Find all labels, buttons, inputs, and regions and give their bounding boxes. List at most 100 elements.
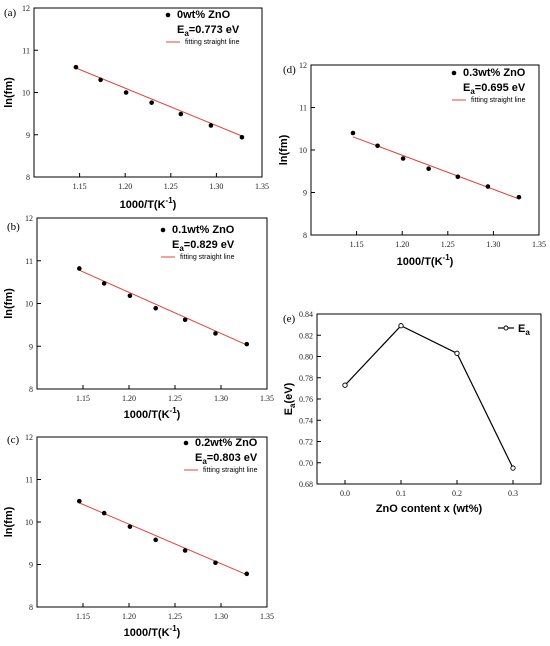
fit-line	[79, 502, 247, 576]
y-tick-label: 0.78	[299, 374, 313, 383]
legend-ea-prefix: E	[195, 452, 202, 464]
legend-ea-prefix: E	[177, 24, 184, 36]
x-tick-label: 0.2	[452, 489, 462, 498]
data-point	[77, 498, 82, 504]
data-point	[244, 341, 250, 347]
y-axis-label-end: (eV)	[283, 382, 295, 403]
legend-marker	[165, 12, 171, 18]
panel-label: (d)	[283, 64, 296, 76]
x-tick-label: 1.30	[214, 612, 228, 621]
y-tick-label: 8	[29, 385, 33, 394]
legend-series-name: 0wt% ZnO	[177, 9, 231, 21]
legend-fit-name: fitting straight line	[185, 39, 240, 46]
x-tick-label: 1.15	[350, 240, 364, 249]
data-point	[127, 524, 133, 529]
y-tick-label: 0.74	[299, 416, 313, 425]
legend-fit-name: fitting straight line	[180, 254, 235, 261]
panel-a: (a) 1.15 1.20 1.25 1.30 1.35 8 9 10 11 12 1000/T(K-…	[3, 4, 269, 211]
x-tick-label: 0.1	[396, 489, 406, 498]
y-tick-label: 12	[22, 4, 30, 13]
x-tick-label: 1.35	[532, 240, 546, 249]
x-axis-label-main: 1000/T(K	[124, 627, 170, 639]
legend-marker	[160, 227, 166, 233]
legend-ea-number: =0.773 eV	[189, 24, 240, 36]
data-point	[510, 465, 516, 471]
x-tick-label: 1.20	[395, 240, 409, 249]
legend-label-sub: a	[525, 328, 530, 337]
x-tick-label: 1.25	[164, 182, 178, 191]
y-axis-label: ln(fm)	[3, 77, 15, 108]
y-tick-label: 10	[22, 89, 30, 98]
y-axis-label: Ea(eV)	[283, 382, 297, 415]
y-tick-label: 0.82	[299, 331, 313, 340]
x-tick-label: 1.25	[441, 240, 455, 249]
panel-d: (d) 1.15 1.20 1.25 1.30 1.35 8 9 10 11 12 1000/T(K-…	[278, 61, 546, 268]
x-axis-label-end: )	[173, 199, 177, 211]
data-point	[454, 350, 460, 356]
data-point	[426, 166, 431, 171]
legend-ea-number: =0.829 eV	[184, 239, 235, 251]
y-axis-label: ln(fm)	[3, 506, 15, 537]
legend-fit-name: fitting straight line	[203, 467, 258, 474]
panel-b: (b) 1.15 1.20 1.25 1.30 1.35 8 9 10 11 12 1000/T(K-…	[3, 214, 274, 421]
data-point	[101, 281, 107, 286]
y-tick-label: 0.80	[299, 353, 313, 362]
x-tick-label: 1.25	[168, 394, 182, 403]
data-point	[375, 143, 380, 149]
data-point	[73, 64, 79, 70]
y-axis-label: ln(fm)	[3, 288, 15, 319]
x-axis-label-end: )	[450, 256, 454, 268]
legend-label-main: E	[518, 323, 525, 335]
legend-ea-sub: a	[184, 29, 189, 38]
y-tick-label: 9	[303, 189, 307, 198]
data-point	[213, 331, 218, 336]
x-axis-label-main: 1000/T(K	[120, 199, 166, 211]
fit-line	[79, 269, 247, 346]
y-tick-label: 11	[299, 104, 307, 113]
data-point	[101, 510, 107, 516]
data-point	[485, 184, 491, 189]
data-point	[77, 266, 82, 271]
data-point	[208, 123, 214, 128]
legend-ea-sub: a	[470, 87, 475, 96]
y-tick-label: 0.72	[299, 438, 313, 447]
panel-e: (e) 0.0 0.1 0.2 0.3 0.68 0.70 0.72 0.74 0.76 0.78 0…	[283, 310, 542, 515]
x-axis-label: 1000/T(K-1)	[397, 253, 454, 268]
legend-ea-number: =0.803 eV	[207, 452, 258, 464]
legend-marker	[183, 440, 189, 446]
x-tick-label: 1.15	[76, 394, 90, 403]
data-point	[239, 134, 245, 140]
x-tick-label: 0.3	[508, 489, 518, 498]
data-point	[398, 323, 404, 329]
x-tick-label: 1.35	[255, 182, 269, 191]
panel-label: (b)	[7, 221, 20, 233]
legend-ea-value: Ea=0.829 eV	[172, 239, 235, 253]
panel-label: (c)	[7, 434, 20, 446]
x-axis-label: 1000/T(K-1)	[124, 406, 181, 421]
y-tick-label: 12	[25, 214, 33, 223]
legend: Ea	[498, 323, 530, 337]
data-point	[153, 537, 158, 543]
data-point	[178, 111, 184, 117]
data-point	[149, 100, 154, 105]
data-point	[516, 194, 522, 200]
panel-label: (e)	[283, 313, 296, 325]
y-tick-label: 8	[29, 603, 33, 612]
data-point	[455, 174, 461, 180]
y-tick-label: 10	[25, 518, 33, 527]
y-axis-label-sub: a	[288, 403, 297, 408]
legend-label: Ea	[518, 323, 530, 337]
x-axis-label-sup: -1	[166, 196, 174, 205]
data-point	[127, 293, 133, 299]
x-axis-label-sup: -1	[170, 624, 178, 633]
data-point	[400, 156, 406, 161]
x-axis-label: 1000/T(K-1)	[120, 196, 177, 211]
legend-ea-value: Ea=0.773 eV	[177, 24, 240, 38]
data-point	[350, 130, 356, 136]
y-tick-label: 11	[22, 46, 30, 55]
data-point	[342, 382, 348, 388]
x-tick-label: 0.0	[340, 489, 350, 498]
legend-ea-value: Ea=0.803 eV	[195, 452, 258, 466]
